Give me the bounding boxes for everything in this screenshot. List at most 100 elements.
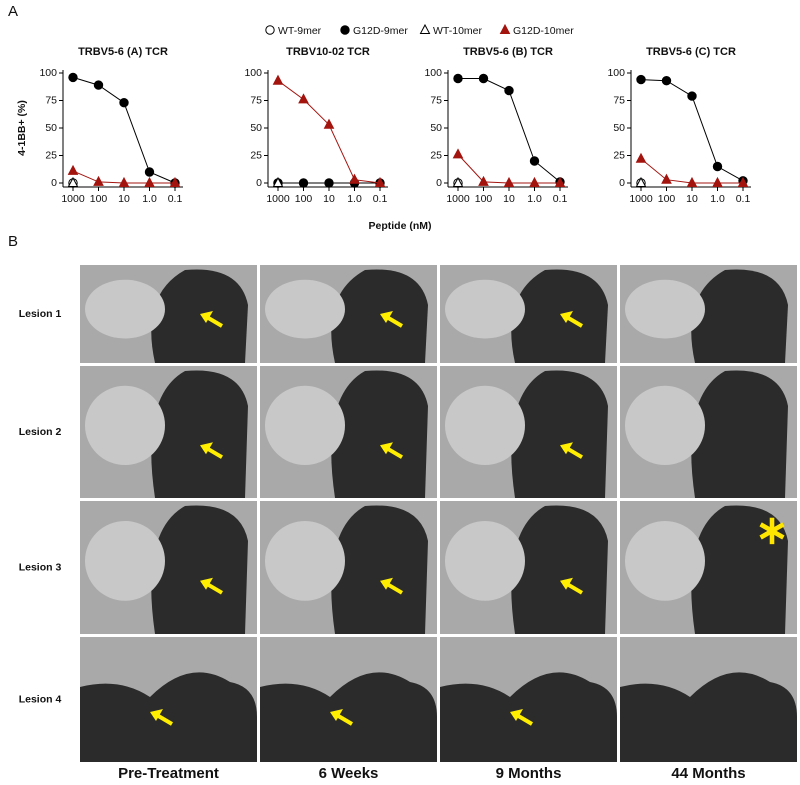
y-tick-label: 75 [45,94,57,106]
y-tick-label: 100 [244,67,262,79]
mediastinum [85,520,165,601]
panel-label: A [8,3,18,20]
data-point [419,23,431,34]
x-tick-label: 10 [503,193,515,205]
y-tick-label: 50 [250,122,262,134]
data-point [661,76,672,86]
y-tick-label: 100 [424,67,442,79]
legend-label: G12D-9mer [353,25,408,37]
data-point [635,176,647,187]
x-tick-label: 10 [118,193,130,205]
data-point [554,176,566,187]
row-label: Lesion 3 [19,561,62,573]
data-point [712,176,723,187]
data-point [712,161,723,172]
chart-title: TRBV5-6 (A) TCR [78,46,168,58]
arrow-head [150,709,163,721]
chart-title: TRBV5-6 (B) TCR [463,46,553,58]
data-point [118,176,130,187]
x-axis-label: Peptide (nM) [369,220,432,232]
row-label: Lesion 4 [19,693,62,705]
arrow-head [560,311,573,323]
y-tick-label: 100 [607,67,625,79]
arrow-head [200,577,213,590]
data-point [67,176,79,187]
lung [440,672,617,762]
data-point [452,176,464,187]
data-point [504,85,514,96]
mediastinum [445,279,525,339]
data-point [452,148,464,159]
column-label: Pre-Treatment [118,765,219,782]
x-tick-label: 0.1 [373,193,388,205]
data-point [272,176,284,187]
x-tick-label: 10 [323,193,335,205]
x-tick-label: 1000 [629,193,653,205]
data-point [529,176,540,187]
mediastinum [445,520,525,601]
arrow-head [200,311,213,323]
data-point [298,93,309,104]
data-line [277,80,381,184]
lung [331,370,428,498]
data-point [144,176,155,187]
lung [620,672,797,762]
data-point [661,173,672,184]
x-tick-label: 1000 [446,193,470,205]
y-tick-label: 25 [45,149,57,161]
lung [331,269,428,363]
arrow-head [380,577,393,590]
y-tick-label: 25 [250,149,262,161]
y-tick-label: 25 [430,149,442,161]
mediastinum [265,520,345,601]
y-tick-label: 0 [619,177,625,189]
data-point [169,176,181,187]
x-tick-label: 0.1 [553,193,568,205]
y-tick-label: 75 [613,94,625,106]
data-point [119,98,129,108]
data-point [340,25,350,35]
y-tick-label: 50 [45,122,57,134]
data-point [529,156,540,166]
arrow-head [510,709,523,721]
x-tick-label: 1.0 [142,193,157,205]
mediastinum [625,385,705,465]
data-point [636,74,646,85]
lung [691,269,788,363]
lung [260,672,437,762]
row-label: Lesion 1 [19,308,62,320]
mediastinum [625,520,705,601]
arrow-head [380,311,393,323]
legend-label: WT-9mer [278,25,322,37]
data-point [349,173,360,184]
data-point [93,80,104,90]
x-tick-label: 100 [475,193,493,205]
x-tick-label: 100 [295,193,313,205]
data-point [144,167,155,177]
y-tick-label: 0 [436,177,442,189]
data-point [686,176,698,187]
column-label: 6 Weeks [319,765,379,782]
lung [511,370,608,498]
data-point [67,164,79,175]
y-tick-label: 50 [430,122,442,134]
lung [511,505,608,634]
x-tick-label: 1000 [61,193,85,205]
y-tick-label: 50 [613,122,625,134]
x-tick-label: 100 [90,193,108,205]
lung [691,370,788,498]
data-point [324,178,334,188]
arrow-head [380,442,393,455]
x-tick-label: 0.1 [168,193,183,205]
chart-title: TRBV10-02 TCR [286,46,370,58]
x-tick-label: 10 [686,193,698,205]
y-tick-label: 0 [256,177,262,189]
lung [151,370,248,498]
lung [691,505,788,634]
data-point [68,72,78,83]
data-point [323,118,335,129]
data-point [737,176,749,187]
lung [80,672,257,762]
column-label: 9 Months [496,765,562,782]
